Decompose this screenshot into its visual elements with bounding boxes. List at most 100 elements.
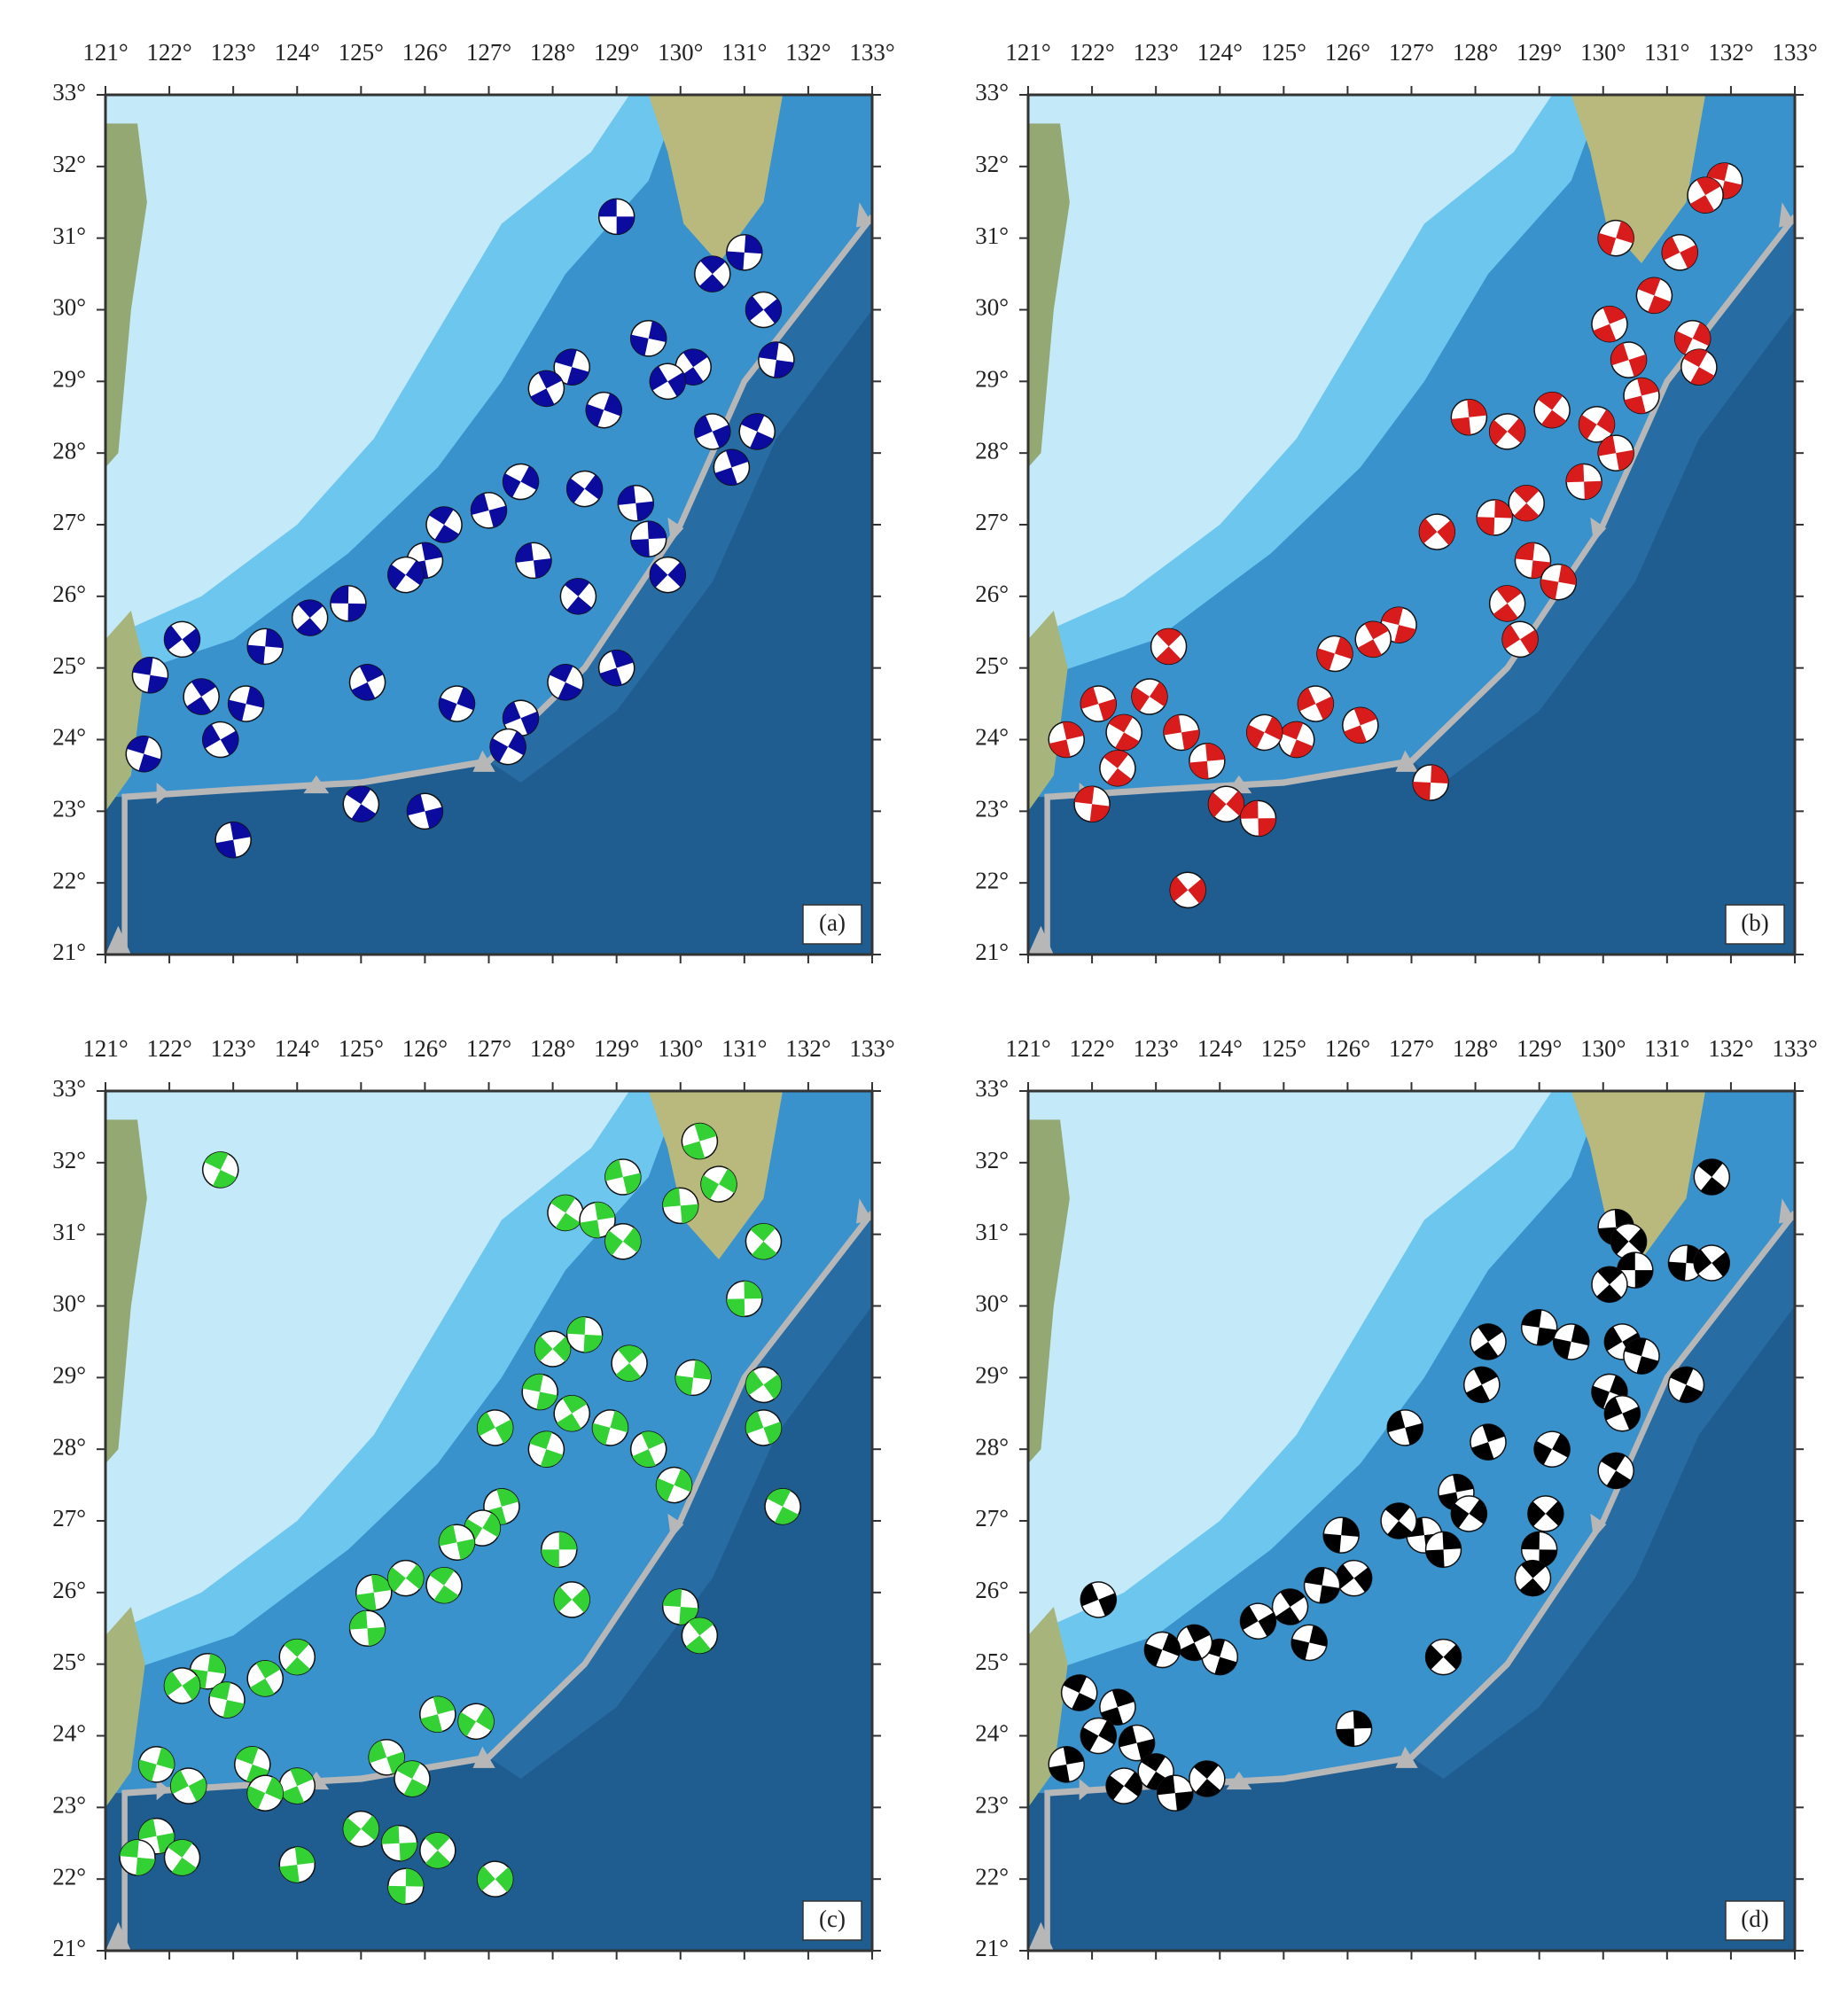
- focal-mechanism: [1048, 721, 1085, 759]
- focal-mechanism: [419, 1695, 456, 1733]
- focal-mechanism: [1163, 713, 1200, 752]
- focal-mechanism: [681, 1617, 719, 1655]
- focal-mechanism: [597, 198, 635, 236]
- focal-mechanism: [119, 1839, 156, 1876]
- focal-mechanism: [1680, 348, 1718, 386]
- x-tick-label: 124°: [1197, 39, 1243, 66]
- focal-mechanism: [726, 234, 763, 271]
- focal-mechanism: [655, 1466, 693, 1504]
- y-tick-label: 22°: [975, 1863, 1009, 1890]
- focal-mechanism: [1105, 713, 1142, 752]
- panel-label: (b): [1741, 909, 1768, 936]
- focal-mechanism: [278, 1638, 316, 1676]
- x-tick-label: 124°: [1197, 1035, 1243, 1062]
- focal-mechanism: [1118, 1724, 1156, 1762]
- panel-label: (d): [1741, 1906, 1768, 1932]
- focal-mechanism: [745, 1409, 783, 1446]
- y-tick-label: 31°: [975, 1219, 1009, 1245]
- x-tick-label: 131°: [721, 39, 767, 66]
- x-tick-label: 125°: [339, 1035, 384, 1062]
- y-tick-label: 29°: [975, 1362, 1009, 1389]
- focal-mechanism: [1386, 1409, 1424, 1446]
- focal-mechanism: [1687, 176, 1724, 214]
- frame: [104, 1089, 874, 1952]
- focal-mechanism: [246, 627, 284, 666]
- focal-mechanism: [1597, 1452, 1634, 1490]
- focal-mechanism: [1470, 1323, 1507, 1360]
- focal-mechanism: [476, 1409, 514, 1446]
- y-tick-label: 23°: [52, 796, 86, 822]
- focal-mechanism: [1527, 1495, 1564, 1532]
- x-tick-label: 131°: [721, 1035, 767, 1062]
- focal-mechanism: [1635, 277, 1673, 315]
- focal-mechanism: [726, 1280, 763, 1318]
- y-tick-label: 33°: [975, 1075, 1009, 1102]
- panel-label-box: [1725, 904, 1785, 945]
- focal-mechanism: [1661, 234, 1698, 271]
- focal-mechanism: [125, 735, 162, 773]
- focal-mechanism: [1080, 1717, 1118, 1755]
- y-tick-label: 29°: [52, 366, 86, 393]
- y-tick-label: 32°: [52, 151, 86, 177]
- x-tick-label: 127°: [1389, 39, 1434, 66]
- focal-mechanism: [547, 1194, 584, 1232]
- y-tick-label: 32°: [975, 1147, 1009, 1173]
- x-tick-label: 132°: [1708, 1035, 1753, 1062]
- frame: [104, 93, 874, 956]
- focal-mechanism: [1693, 1244, 1731, 1282]
- y-tick-label: 24°: [52, 724, 86, 751]
- events: [119, 1122, 801, 1905]
- focal-mechanism: [1335, 1559, 1373, 1597]
- focal-mechanism: [758, 341, 795, 378]
- y-tick-label: 27°: [975, 509, 1009, 535]
- x-tick-label: 128°: [1453, 39, 1498, 66]
- focal-mechanism: [208, 1681, 246, 1719]
- focal-mechanism: [1157, 1774, 1194, 1812]
- y-tick-label: 30°: [52, 1290, 86, 1317]
- focal-mechanism: [348, 1609, 386, 1647]
- focal-mechanism: [1514, 1559, 1552, 1597]
- x-tick-label: 127°: [1389, 1035, 1434, 1062]
- panel-label: (c): [819, 1906, 846, 1932]
- y-tick-label: 30°: [975, 1290, 1009, 1317]
- frame: [1026, 1089, 1797, 1952]
- y-tick-label: 32°: [52, 1147, 86, 1173]
- y-tick-label: 28°: [52, 1433, 86, 1460]
- y-tick-label: 26°: [975, 1577, 1009, 1603]
- focal-mechanism: [457, 1703, 495, 1741]
- x-tick-label: 130°: [1580, 1035, 1626, 1062]
- focal-mechanism: [355, 1574, 393, 1611]
- focal-mechanism: [419, 1832, 456, 1869]
- focal-mechanism: [1424, 1638, 1462, 1676]
- y-tick-label: 26°: [52, 1577, 86, 1603]
- focal-mechanism: [611, 1344, 648, 1382]
- x-tick-label: 129°: [594, 39, 639, 66]
- focal-mechanism: [1597, 219, 1634, 257]
- focal-mechanism: [1099, 750, 1136, 787]
- focal-mechanism: [1470, 1423, 1507, 1461]
- focal-mechanism: [1380, 1502, 1417, 1539]
- focal-mechanism: [380, 1825, 418, 1862]
- focal-mechanism: [1533, 391, 1571, 429]
- x-tick-label: 133°: [849, 39, 894, 66]
- x-tick-label: 133°: [1772, 1035, 1817, 1062]
- map-panel: 121° 122° 123° 124° 125° 126° 127° 128° 129° 130°…: [975, 39, 1817, 965]
- focal-mechanism: [1297, 685, 1335, 722]
- focal-mechanism: [1667, 1244, 1705, 1282]
- focal-mechanism: [1412, 764, 1449, 801]
- focal-mechanism: [1520, 1309, 1558, 1346]
- x-tick-label: 130°: [658, 1035, 703, 1062]
- focal-mechanism: [662, 1588, 699, 1625]
- focal-mechanism: [202, 721, 239, 759]
- focal-mechanism: [1501, 620, 1539, 659]
- focal-mechanism: [565, 1316, 604, 1353]
- y-tick-label: 22°: [52, 867, 86, 893]
- focal-mechanism: [502, 463, 540, 501]
- x-tick-label: 121°: [82, 39, 128, 66]
- focal-mechanism: [1488, 585, 1526, 622]
- x-tick-label: 122°: [1069, 1035, 1114, 1062]
- x-tick-label: 123°: [211, 39, 256, 66]
- focal-mechanism: [629, 1430, 667, 1468]
- y-tick-label: 30°: [975, 294, 1009, 321]
- focal-mechanism: [163, 1667, 201, 1704]
